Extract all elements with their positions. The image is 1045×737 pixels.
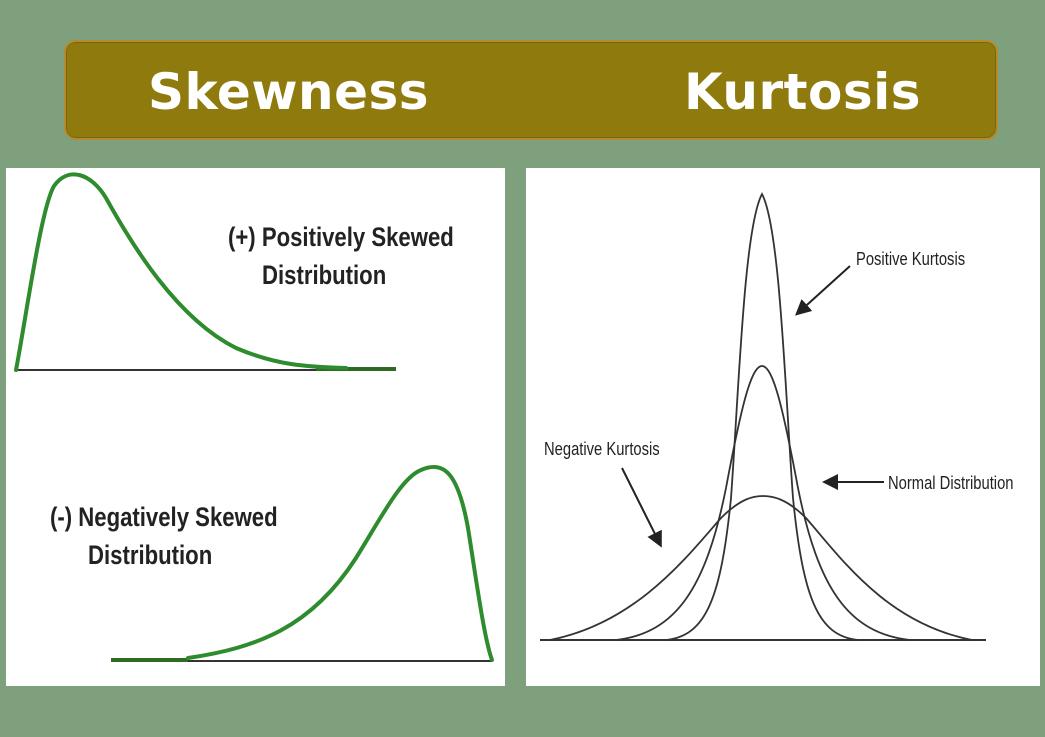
positive-kurtosis-label: Positive Kurtosis [856,249,966,269]
negative-skew-label-line1: (-) Negatively Skewed [50,502,278,532]
negative-kurtosis-label: Negative Kurtosis [544,439,660,459]
kurtosis-title: Kurtosis [684,63,922,121]
negative-skew-curve [186,464,494,662]
positive-skew-curve [14,172,348,372]
skewness-panel: (+) Positively Skewed Distribution (-) N… [6,168,505,686]
skewness-diagram [14,172,494,662]
negative-kurtosis-curve [549,495,973,641]
negative-kurtosis-arrow [621,467,662,548]
positive-kurtosis-arrow [795,265,851,316]
positive-skew-label-line2: Distribution [262,260,387,290]
kurtosis-panel: Positive Kurtosis Normal Distribution Ne… [526,168,1040,686]
kurtosis-diagram [540,192,986,641]
positive-skew-label-line1: (+) Positively Skewed [228,222,454,252]
title-banner: Skewness Kurtosis [64,40,998,140]
skewness-title: Skewness [148,63,430,121]
normal-distribution-label: Normal Distribution [888,473,1014,493]
negative-skew-label-line2: Distribution [88,540,213,570]
positive-kurtosis-curve [665,192,859,641]
normal-distribution-curve [615,365,911,641]
